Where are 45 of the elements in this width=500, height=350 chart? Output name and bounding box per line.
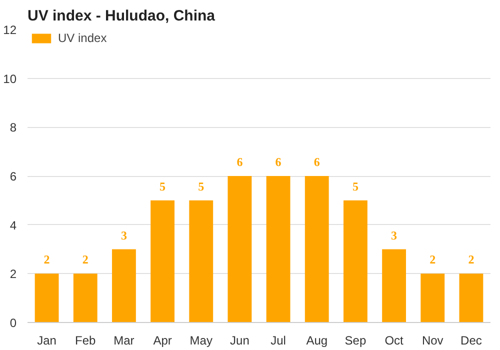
- legend-label: UV index: [58, 31, 107, 45]
- x-tick-label: Jul: [270, 334, 286, 348]
- x-tick-label: Jan: [37, 334, 56, 348]
- data-label: 3: [120, 228, 127, 242]
- data-label: 6: [236, 155, 243, 169]
- data-label: 5: [160, 179, 166, 194]
- x-tick-label: Mar: [114, 334, 134, 348]
- data-label: 6: [314, 155, 320, 169]
- x-tick-label: Jun: [230, 334, 250, 348]
- x-tick-label: Dec: [460, 334, 482, 348]
- data-label: 6: [275, 155, 282, 169]
- data-label: 2: [430, 252, 436, 267]
- data-label: 2: [82, 252, 88, 267]
- y-tick-label: 2: [10, 267, 17, 282]
- x-tick-label: Apr: [153, 334, 172, 348]
- data-label: 2: [44, 252, 50, 267]
- bar: [34, 274, 59, 322]
- bar: [73, 274, 98, 322]
- bar: [228, 176, 252, 322]
- x-tick-label: May: [190, 334, 212, 348]
- bar: [304, 176, 329, 322]
- y-tick-label: 0: [10, 316, 17, 330]
- data-label: 3: [391, 228, 398, 242]
- data-label: 5: [352, 179, 358, 194]
- y-tick-label: 12: [3, 23, 17, 37]
- chart-title: UV index - Huludao, China: [28, 8, 216, 24]
- bar: [343, 200, 368, 322]
- x-tick-label: Sep: [344, 334, 366, 348]
- bar: [266, 176, 290, 322]
- x-tick-label: Feb: [75, 334, 96, 348]
- bar: [382, 249, 406, 322]
- data-label: 5: [198, 179, 204, 194]
- bar: [150, 200, 175, 322]
- y-tick-label: 4: [10, 218, 17, 232]
- data-label: 2: [468, 252, 474, 267]
- bar: [459, 274, 484, 322]
- y-tick-label: 6: [10, 170, 17, 184]
- x-tick-label: Oct: [384, 334, 404, 348]
- x-tick-label: Nov: [422, 334, 444, 348]
- bar: [189, 200, 214, 322]
- bar: [112, 249, 136, 322]
- y-tick-label: 8: [10, 120, 17, 135]
- bar: [420, 274, 445, 322]
- y-tick-label: 10: [3, 72, 17, 86]
- x-tick-label: Aug: [306, 334, 328, 348]
